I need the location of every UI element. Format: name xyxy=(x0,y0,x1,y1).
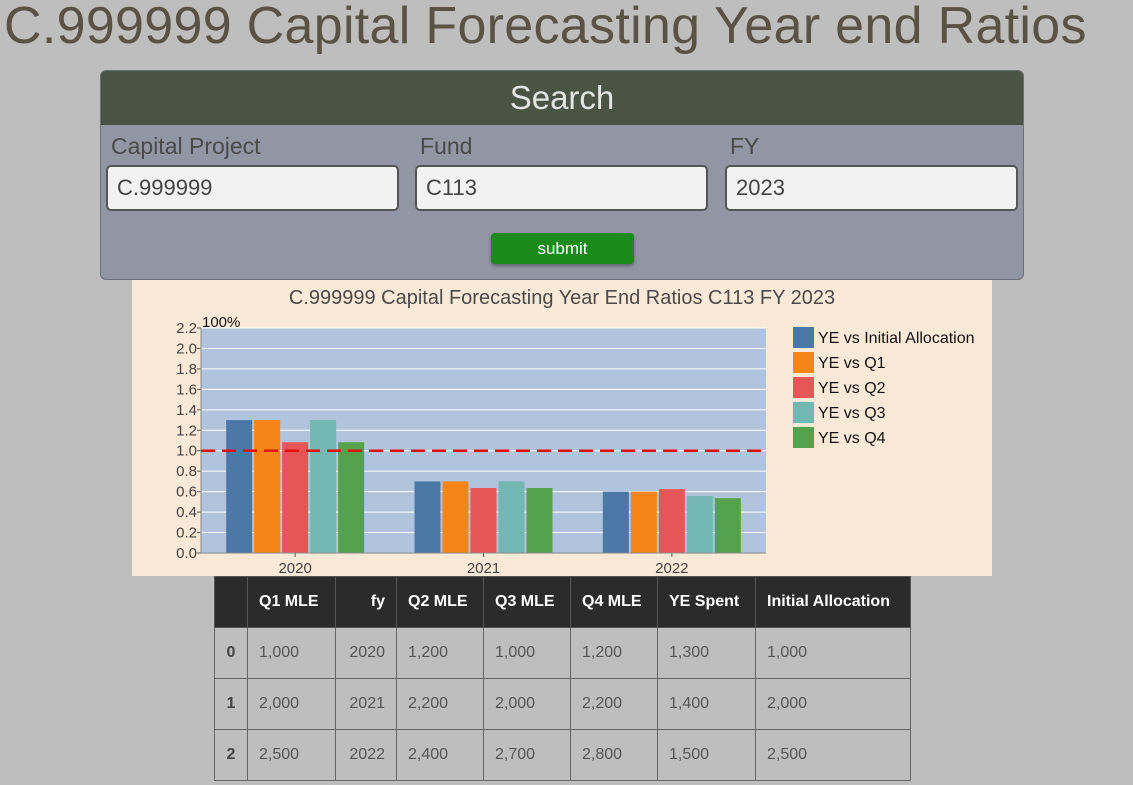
y-tick-label: 1.2 xyxy=(176,422,197,439)
bar xyxy=(254,420,281,553)
table-cell-q1-mle: 1,000 xyxy=(247,627,336,679)
table-cell-q4-mle: 2,200 xyxy=(570,678,658,730)
search-header: Search xyxy=(101,71,1023,125)
x-tick-label: 2020 xyxy=(278,560,311,576)
fund-input[interactable] xyxy=(415,165,708,211)
table-cell-fy: 2020 xyxy=(335,627,397,679)
table-cell-q2-mle: 2,200 xyxy=(396,678,484,730)
legend-swatch xyxy=(793,352,814,373)
capital-project-label: Capital Project xyxy=(111,133,261,159)
fund-field: Fund xyxy=(415,133,708,211)
table-cell-index: 0 xyxy=(214,627,248,679)
table-header-q3-mle[interactable]: Q3 MLE xyxy=(483,576,571,628)
y-tick-label: 0.2 xyxy=(176,525,197,542)
bar xyxy=(658,489,685,553)
table-cell-fy: 2021 xyxy=(335,678,397,730)
legend-swatch xyxy=(793,427,814,448)
x-tick-label: 2022 xyxy=(655,560,688,576)
table-cell-q3-mle: 2,000 xyxy=(483,678,571,730)
capital-project-field: Capital Project xyxy=(106,133,399,211)
table-row: 0 1,000 2020 1,200 1,000 1,200 1,300 1,0… xyxy=(214,627,911,679)
y-tick-label: 0.4 xyxy=(176,504,197,521)
table-cell-q3-mle: 2,700 xyxy=(483,729,571,781)
legend-label: YE vs Q3 xyxy=(818,405,886,422)
table-header-row: Q1 MLE fy Q2 MLE Q3 MLE Q4 MLE YE Spent … xyxy=(214,576,911,628)
y-tick-label: 2.2 xyxy=(176,320,197,337)
legend-label: YE vs Initial Allocation xyxy=(818,330,975,347)
legend-label: YE vs Q2 xyxy=(818,380,886,397)
table-header-q2-mle[interactable]: Q2 MLE xyxy=(396,576,484,628)
y-tick-label: 2.0 xyxy=(176,340,197,357)
bar xyxy=(714,498,741,553)
table-cell-ye-spent: 1,300 xyxy=(657,627,756,679)
table-header-q1-mle[interactable]: Q1 MLE xyxy=(247,576,336,628)
bar xyxy=(686,496,713,553)
table-cell-q2-mle: 2,400 xyxy=(396,729,484,781)
reference-line-label: 100% xyxy=(202,314,240,331)
table-cell-q4-mle: 1,200 xyxy=(570,627,658,679)
bar xyxy=(226,420,253,553)
table-cell-ye-spent: 1,400 xyxy=(657,678,756,730)
search-panel: Search Capital Project Fund FY submit xyxy=(100,70,1024,280)
y-tick-label: 1.4 xyxy=(176,402,197,419)
bar xyxy=(630,491,657,553)
legend-label: YE vs Q1 xyxy=(818,355,886,372)
bar xyxy=(498,481,525,553)
bar xyxy=(414,481,441,553)
table-header-fy[interactable]: fy xyxy=(335,576,397,628)
y-tick-label: 1.0 xyxy=(176,443,197,460)
data-table: Q1 MLE fy Q2 MLE Q3 MLE Q4 MLE YE Spent … xyxy=(214,576,911,781)
table-header-q4-mle[interactable]: Q4 MLE xyxy=(570,576,658,628)
table-cell-q1-mle: 2,000 xyxy=(247,678,336,730)
chart-panel: C.999999 Capital Forecasting Year End Ra… xyxy=(132,280,992,576)
submit-button[interactable]: submit xyxy=(491,233,634,264)
fy-input[interactable] xyxy=(725,165,1018,211)
y-tick-label: 0.6 xyxy=(176,484,197,501)
y-tick-label: 1.8 xyxy=(176,361,197,378)
bar xyxy=(338,442,365,553)
y-tick-label: 0.8 xyxy=(176,463,197,480)
chart-title: C.999999 Capital Forecasting Year End Ra… xyxy=(289,287,835,309)
table-cell-index: 2 xyxy=(214,729,248,781)
bar xyxy=(602,491,629,553)
legend-label: YE vs Q4 xyxy=(818,430,886,447)
fy-label: FY xyxy=(730,133,760,159)
ratio-bar-chart: C.999999 Capital Forecasting Year End Ra… xyxy=(176,287,975,576)
legend-swatch xyxy=(793,327,814,348)
page-title: C.999999 Capital Forecasting Year end Ra… xyxy=(4,0,1087,55)
table-header-ye-spent[interactable]: YE Spent xyxy=(657,576,756,628)
x-tick-label: 2021 xyxy=(467,560,500,576)
table-cell-index: 1 xyxy=(214,678,248,730)
table-cell-initial-allocation: 1,000 xyxy=(755,627,911,679)
table-header-index[interactable] xyxy=(214,576,248,628)
table-cell-initial-allocation: 2,500 xyxy=(755,729,911,781)
capital-project-input[interactable] xyxy=(106,165,399,211)
table-cell-q2-mle: 1,200 xyxy=(396,627,484,679)
bar xyxy=(442,481,469,553)
table-cell-fy: 2022 xyxy=(335,729,397,781)
legend-swatch xyxy=(793,377,814,398)
table-header-initial-allocation[interactable]: Initial Allocation xyxy=(755,576,911,628)
fy-field: FY xyxy=(725,133,1018,211)
table-cell-q3-mle: 1,000 xyxy=(483,627,571,679)
table-cell-initial-allocation: 2,000 xyxy=(755,678,911,730)
y-tick-label: 0.0 xyxy=(176,545,197,562)
bar xyxy=(310,420,337,553)
table-cell-q1-mle: 2,500 xyxy=(247,729,336,781)
y-tick-label: 1.6 xyxy=(176,381,197,398)
fund-label: Fund xyxy=(420,133,473,159)
table-cell-q4-mle: 2,800 xyxy=(570,729,658,781)
legend-swatch xyxy=(793,402,814,423)
bar xyxy=(470,487,497,553)
table-row: 2 2,500 2022 2,400 2,700 2,800 1,500 2,5… xyxy=(214,729,911,781)
bar xyxy=(282,442,309,553)
table-cell-ye-spent: 1,500 xyxy=(657,729,756,781)
table-row: 1 2,000 2021 2,200 2,000 2,200 1,400 2,0… xyxy=(214,678,911,730)
bar xyxy=(526,487,553,553)
